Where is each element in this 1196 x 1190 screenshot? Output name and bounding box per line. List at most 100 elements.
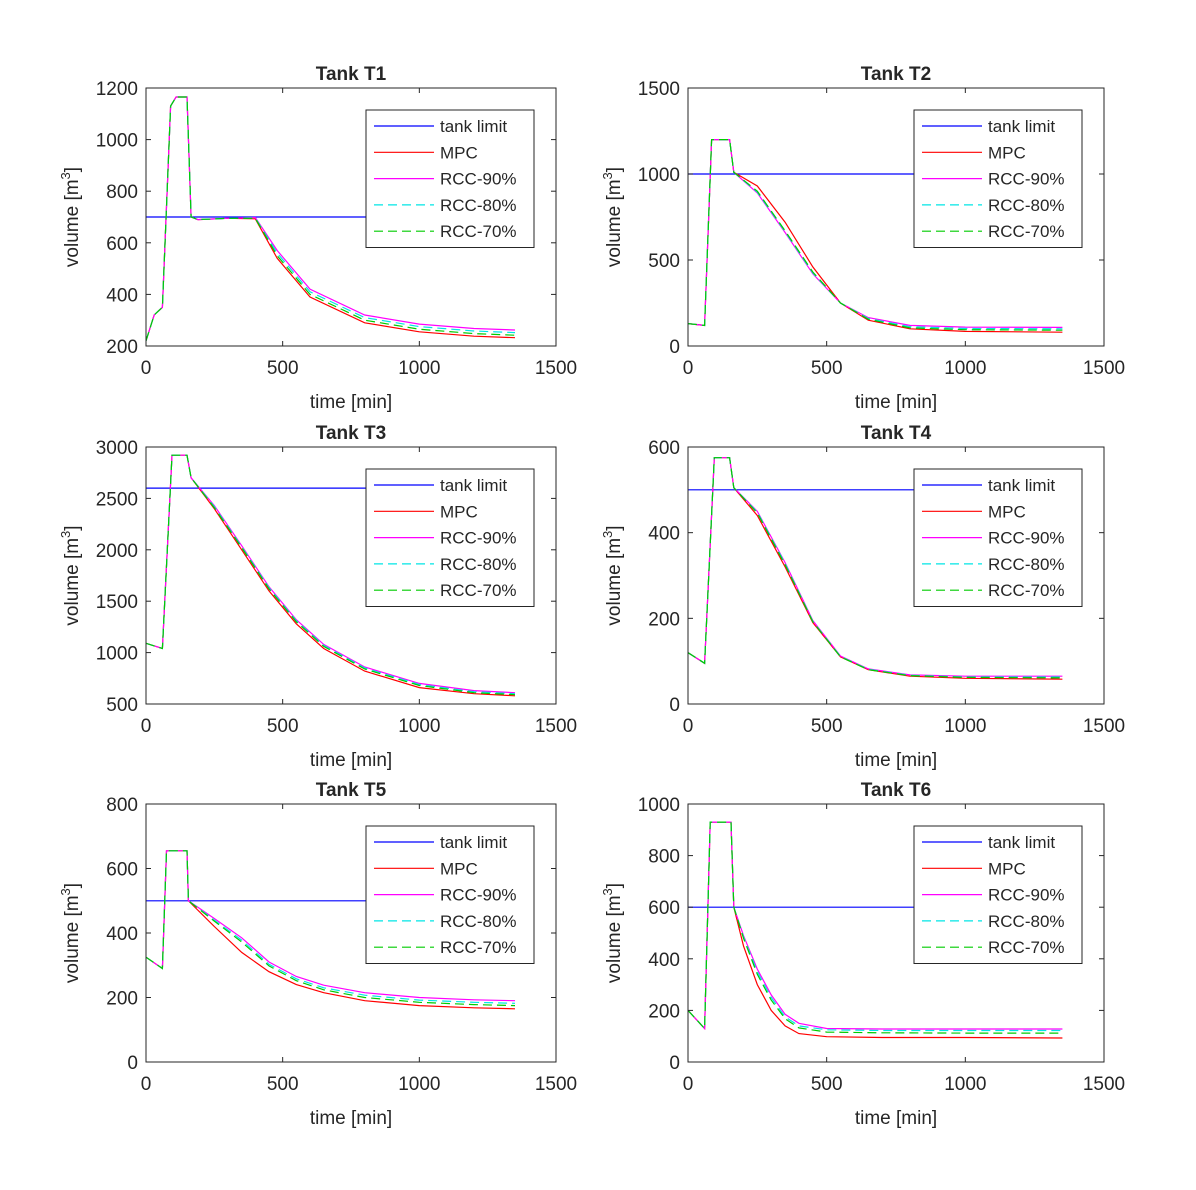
x-tick-label: 1500 <box>1083 716 1125 737</box>
y-tick-label: 1500 <box>638 79 680 100</box>
legend-label: tank limit <box>988 117 1055 136</box>
x-tick-label: 0 <box>141 716 152 737</box>
legend-label: MPC <box>440 859 478 878</box>
series-line-rcc-70 <box>146 454 516 696</box>
legend-label: tank limit <box>440 117 507 136</box>
x-tick-label: 1500 <box>535 716 577 737</box>
y-axis-label: volume [m3] <box>600 883 625 983</box>
y-tick-label: 400 <box>106 924 138 945</box>
series-line-rcc-90 <box>688 821 1063 1030</box>
x-tick-label: 1500 <box>535 358 577 379</box>
y-tick-label: 0 <box>669 1053 680 1074</box>
y-tick-label: 400 <box>106 285 138 306</box>
chart-title: Tank T2 <box>861 64 931 85</box>
y-tick-label: 200 <box>106 337 138 358</box>
legend-label: RCC-70% <box>440 222 517 241</box>
legend-label: RCC-90% <box>988 170 1065 189</box>
y-tick-label: 1500 <box>96 592 138 613</box>
y-tick-label: 500 <box>648 251 680 272</box>
legend-label: MPC <box>988 859 1026 878</box>
legend: tank limit MPC RCC-90% RCC-80% RCC-70% <box>913 109 1083 248</box>
x-tick-label: 500 <box>811 1074 843 1095</box>
subplot-4: 0 500 1000 1500 0 200 400 600 Tank T4 time [min] v… <box>600 423 1125 771</box>
y-tick-label: 800 <box>106 182 138 203</box>
subplot-5: 0 500 1000 1500 0 200 400 600 800 Tank T5 time [mi… <box>58 780 577 1129</box>
legend: tank limit MPC RCC-90% RCC-80% RCC-70% <box>365 825 535 964</box>
legend: tank limit MPC RCC-90% RCC-80% RCC-70% <box>913 468 1083 607</box>
subplot-2: 0 500 1000 1500 0 500 1000 1500 Tank T2 time [min… <box>600 64 1125 413</box>
y-tick-label: 1000 <box>638 165 680 186</box>
series-line-rcc-90 <box>146 96 516 341</box>
x-axis-label: time [min] <box>310 392 392 413</box>
y-tick-label: 0 <box>669 695 680 716</box>
x-axis-label: time [min] <box>310 750 392 771</box>
axes-frame <box>687 87 1105 347</box>
chart-title: Tank T4 <box>861 423 932 444</box>
x-tick-label: 1500 <box>1083 1074 1125 1095</box>
y-tick-label: 1000 <box>96 644 138 665</box>
x-tick-label: 500 <box>267 716 299 737</box>
y-tick-label: 600 <box>106 860 138 881</box>
x-axis-label: time [min] <box>855 1108 937 1129</box>
x-tick-label: 1000 <box>398 716 440 737</box>
legend-label: RCC-70% <box>440 938 517 957</box>
x-tick-label: 1000 <box>944 1074 986 1095</box>
legend-label: RCC-80% <box>988 555 1065 574</box>
legend-label: RCC-70% <box>440 581 517 600</box>
x-tick-label: 0 <box>683 1074 694 1095</box>
series-line-rcc-80 <box>688 821 1063 1032</box>
subplot-1: 0 500 1000 1500 200 400 600 800 1000 1200 Tank T1 t… <box>58 64 577 413</box>
subplot-3: 0 500 1000 150050010001500200025003000Tank … <box>58 423 577 771</box>
x-tick-label: 0 <box>141 358 152 379</box>
y-tick-label: 600 <box>106 234 138 255</box>
axes-frame <box>687 446 1105 705</box>
x-tick-label: 1000 <box>398 358 440 379</box>
legend-label: tank limit <box>440 476 507 495</box>
legend-label: RCC-80% <box>988 196 1065 215</box>
y-tick-label: 1200 <box>96 79 138 100</box>
series-line-rcc-70 <box>688 139 1063 331</box>
legend-label: RCC-80% <box>440 912 517 931</box>
legend-label: RCC-90% <box>988 886 1065 905</box>
axes-frame <box>145 87 557 347</box>
legend-label: MPC <box>440 143 478 162</box>
x-axis-label: time [min] <box>855 392 937 413</box>
legend-label: MPC <box>988 502 1026 521</box>
x-tick-label: 500 <box>811 716 843 737</box>
series-group <box>688 457 1063 680</box>
chart-title: Tank T5 <box>316 780 387 801</box>
legend-box <box>365 109 535 248</box>
legend-label: RCC-80% <box>440 555 517 574</box>
chart-title: Tank T3 <box>316 423 386 444</box>
y-tick-label: 2000 <box>96 541 138 562</box>
legend-label: RCC-90% <box>440 886 517 905</box>
y-tick-label: 0 <box>127 1053 138 1074</box>
y-tick-label: 0 <box>669 337 680 358</box>
subplot-6: 0 500 1000 1500 0 200 400 600 800 1000 Tank T6 time… <box>600 780 1125 1129</box>
legend: tank limit MPC RCC-90% RCC-80% RCC-70% <box>913 825 1083 964</box>
legend: tank limit MPC RCC-90% RCC-80% RCC-70% <box>365 468 535 607</box>
axes-frame <box>687 803 1105 1063</box>
x-axis-label: time [min] <box>310 1108 392 1129</box>
x-tick-label: 500 <box>811 358 843 379</box>
x-tick-label: 0 <box>683 716 694 737</box>
legend-label: RCC-90% <box>988 529 1065 548</box>
y-tick-label: 200 <box>648 1001 680 1022</box>
legend-label: MPC <box>988 143 1026 162</box>
x-axis-label: time [min] <box>855 750 937 771</box>
y-tick-label: 500 <box>106 695 138 716</box>
legend-label: MPC <box>440 502 478 521</box>
y-tick-label: 200 <box>648 609 680 630</box>
axes-frame <box>145 446 557 705</box>
x-tick-label: 1000 <box>398 1074 440 1095</box>
legend-label: tank limit <box>988 833 1055 852</box>
y-tick-label: 600 <box>648 898 680 919</box>
legend-label: RCC-70% <box>988 938 1065 957</box>
y-axis-label: volume [m3] <box>600 167 625 267</box>
series-line-rcc-70 <box>688 821 1063 1034</box>
x-tick-label: 0 <box>683 358 694 379</box>
legend-label: RCC-80% <box>440 196 517 215</box>
x-tick-label: 1000 <box>944 358 986 379</box>
y-tick-label: 1000 <box>96 131 138 152</box>
